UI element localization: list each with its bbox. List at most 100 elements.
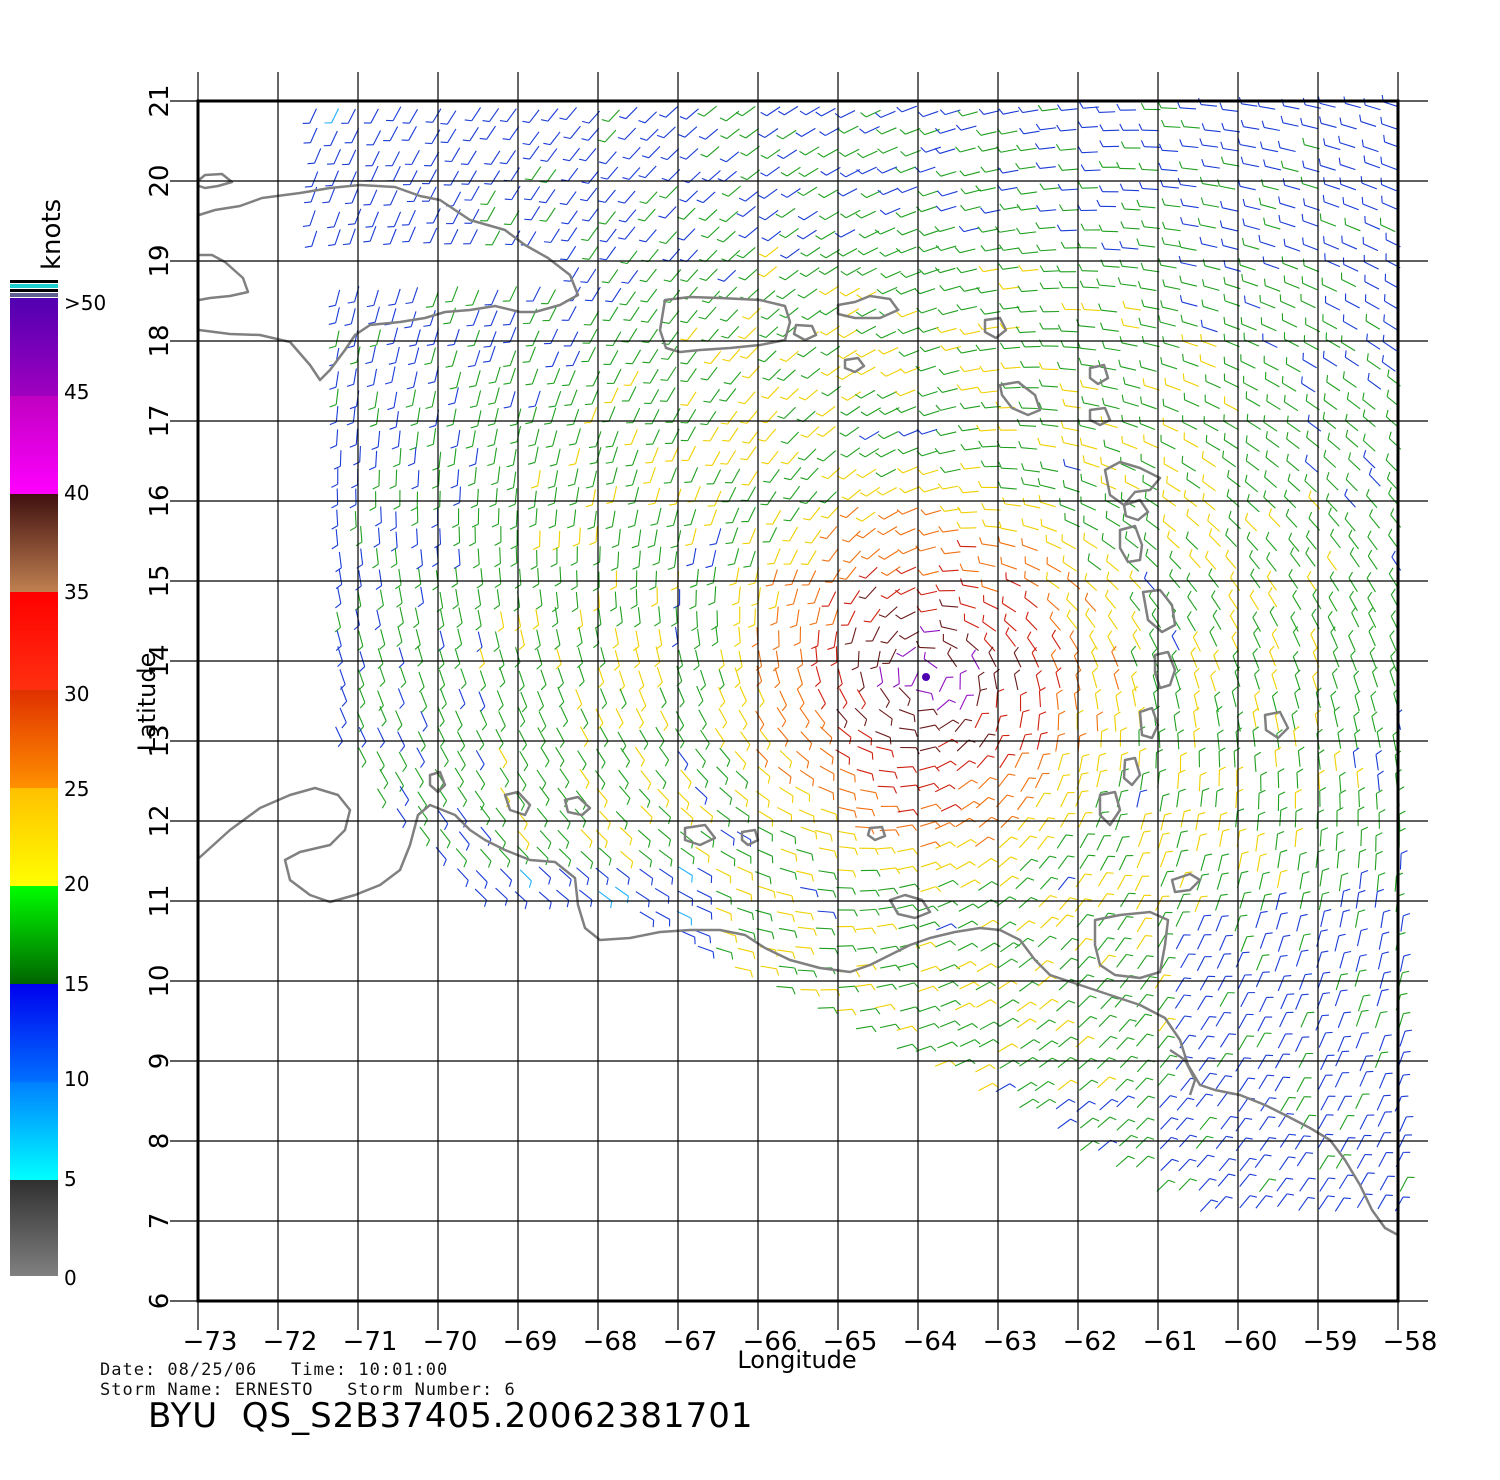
wind-barb-feather [1302,258,1305,266]
wind-barb-feather [601,119,609,123]
wind-barb [975,1064,990,1073]
wind-barb-feather [479,764,485,771]
wind-barb [568,305,577,321]
wind-barb-feather [443,760,449,768]
wind-barb [940,406,957,411]
wind-barb-feather [582,120,590,124]
wind-barb [866,407,882,417]
wind-barb-feather [363,240,371,243]
wind-barb-feather [405,404,413,408]
wind-barb [335,529,339,546]
wind-barb-feather [1047,835,1055,839]
wind-barb-feather [1125,994,1133,998]
wind-barb [1118,855,1127,871]
wind-barb [796,609,800,626]
wind-barb [764,128,779,138]
wind-barb [1198,1035,1208,1050]
wind-barb [1119,1055,1132,1069]
wind-barb-feather [552,546,560,551]
wind-barb [738,626,741,643]
wind-barb-feather [602,319,610,322]
wind-barb [432,428,437,445]
wind-barb-feather [1361,826,1369,831]
wind-barb-feather [1158,258,1162,266]
wind-barb-feather [797,191,804,197]
wind-barb-feather [606,878,609,886]
wind-barb [696,768,709,782]
wind-barb [999,754,1009,769]
wind-barb [900,389,916,397]
wind-barb-feather [1399,827,1406,832]
wind-barb [1136,852,1144,869]
wind-barb-feather [821,392,829,397]
wind-barb-feather [1050,649,1057,656]
wind-barb [711,451,721,466]
wind-barb-feather [1302,160,1305,168]
wind-barb [1239,144,1256,149]
wind-barb [920,861,937,868]
wind-barb [625,106,638,120]
wind-barb [665,106,679,118]
wind-barb [628,386,637,402]
wind-barb-feather [955,146,961,153]
wind-barb-feather [1189,1034,1197,1037]
wind-barb-feather [892,683,900,688]
wind-barb [900,528,916,536]
wind-barb-feather [1232,650,1239,657]
wind-barb [1319,870,1324,887]
wind-barb [1200,790,1204,807]
wind-barb [1129,576,1142,590]
wind-barb [1275,894,1281,910]
wind-barb-feather [1069,630,1075,637]
wind-barb-feather [1129,591,1134,599]
wind-barb-feather [1208,528,1213,536]
wind-barb [617,529,621,546]
wind-barb-feather [1303,891,1311,894]
wind-barb-feather [1098,185,1103,192]
wind-barb-feather [462,800,468,807]
wind-barb-feather [1109,1076,1117,1080]
wind-barb-feather [1189,1158,1197,1162]
wind-barb [493,428,498,445]
wind-barb-feather [987,755,995,758]
wind-barb-feather [757,358,765,363]
wind-barb [902,507,918,515]
wind-barb [1377,774,1380,791]
wind-barb-feather [1368,607,1374,614]
wind-barb [1282,262,1299,270]
wind-barb-feather [950,760,957,766]
wind-barb [1025,618,1038,631]
wind-barb [395,346,400,363]
wind-barb-feather [1033,1039,1041,1044]
wind-barb-feather [1361,1032,1369,1034]
wind-barb-feather [1359,848,1367,853]
wind-barb [1153,692,1158,709]
wind-barb-feather [1021,518,1024,526]
wind-barb-feather [1283,489,1288,497]
wind-barb [657,828,671,840]
wind-barb-feather [1121,789,1129,793]
wind-barb [668,310,680,324]
wind-barb [919,821,936,827]
wind-barb-feather [1180,217,1184,225]
wind-barb [1119,754,1123,771]
wind-barb [920,886,937,893]
wind-barb [921,450,938,457]
wind-barb [1365,104,1381,111]
wind-barb-feather [1290,547,1295,554]
wind-barb [588,245,599,260]
wind-barb [609,350,619,365]
wind-barb [786,248,800,259]
wind-barb [715,947,732,954]
wind-barb-feather [479,744,485,751]
wind-barb-feather [1259,294,1262,303]
wind-barb-feather [1366,333,1368,341]
wind-barb [1143,269,1160,273]
wind-barb-feather [1292,651,1299,657]
wind-barb [1294,811,1297,828]
wind-barb [734,667,741,683]
wind-barb-feather [359,702,366,709]
wind-barb [655,570,658,587]
wind-barb-feather [638,722,644,729]
wind-barb-feather [499,162,507,165]
